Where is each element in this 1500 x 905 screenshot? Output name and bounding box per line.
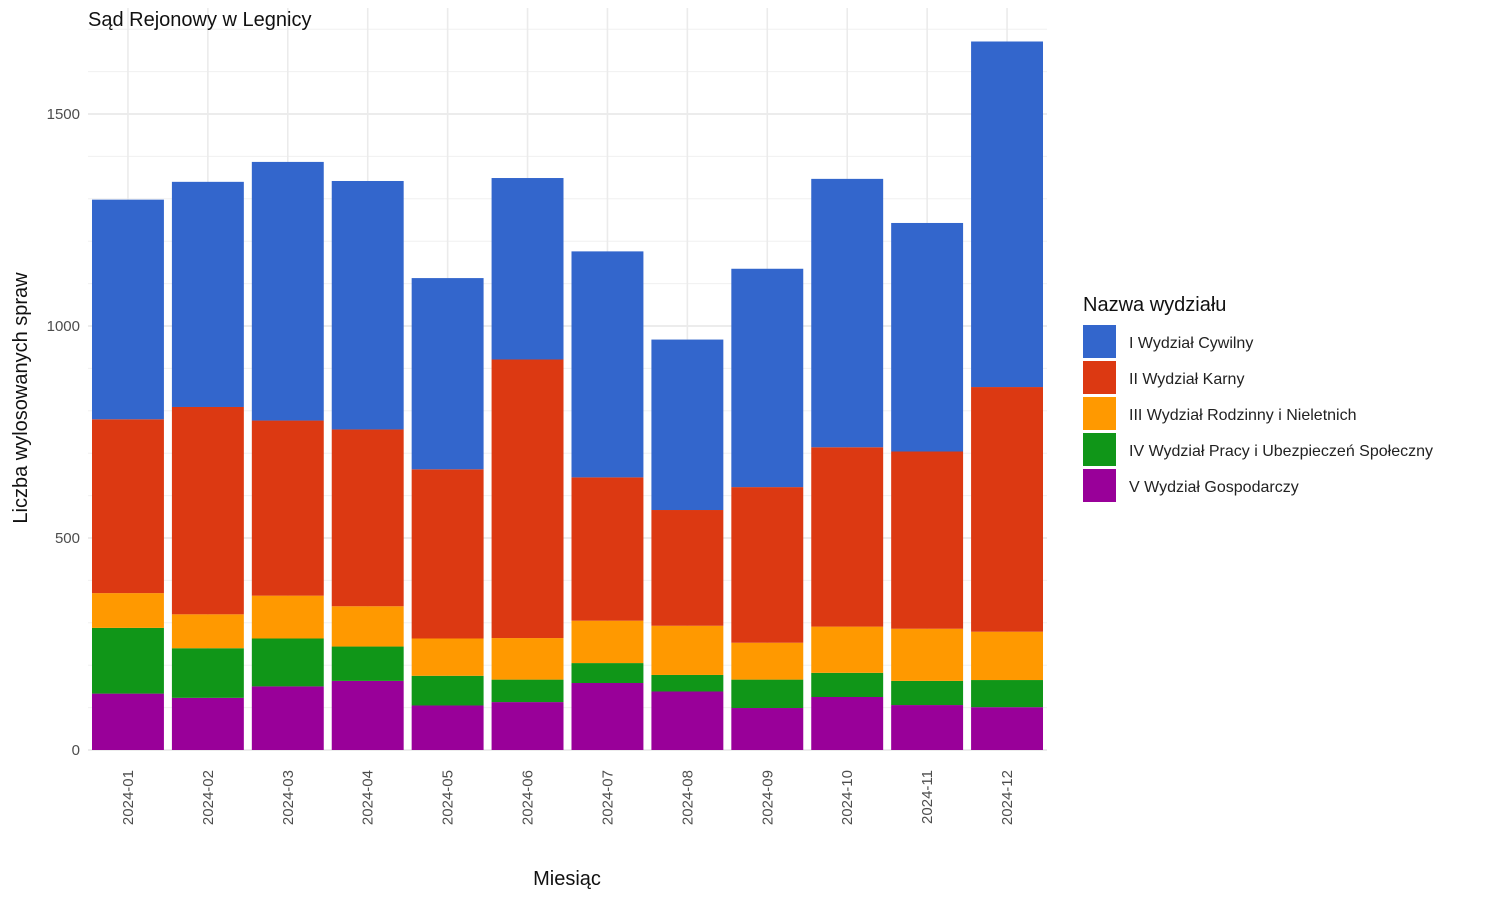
bar-segment (252, 686, 324, 750)
legend-title: Nazwa wydziału (1083, 294, 1226, 316)
bar-segment (92, 200, 164, 420)
legend-swatch (1083, 325, 1116, 358)
legend: Nazwa wydziału I Wydział Cywilny II Wydzi… (1083, 294, 1433, 502)
x-tick-label: 2024-03 (280, 770, 297, 825)
legend-swatch (1083, 361, 1116, 394)
bar-segment (332, 606, 404, 646)
bar-segment (172, 407, 244, 614)
bar-segment (492, 702, 564, 750)
bar-segment (811, 673, 883, 697)
bar-segment (172, 614, 244, 648)
y-tick-label: 1500 (47, 106, 80, 123)
bar-segment (172, 698, 244, 750)
bar-segment (971, 632, 1043, 680)
bar-segment (971, 680, 1043, 707)
bar-segment (412, 638, 484, 675)
bar-segment (252, 162, 324, 421)
y-axis-title: Liczba wylosowanych spraw (10, 272, 32, 524)
y-tick-label: 1000 (47, 318, 80, 335)
bar-segment (651, 675, 723, 692)
bar-segment (92, 694, 164, 750)
bar-segment (971, 387, 1043, 632)
bar-segment (92, 628, 164, 694)
bar-segment (651, 510, 723, 626)
x-tick-label: 2024-07 (599, 770, 616, 825)
legend-swatch (1083, 433, 1116, 466)
bar-segment (252, 596, 324, 639)
legend-swatch (1083, 469, 1116, 502)
bar-segment (891, 223, 963, 452)
bar-segment (571, 477, 643, 620)
x-tick-label: 2024-12 (999, 770, 1016, 825)
bar-segment (332, 647, 404, 681)
chart: 0 500 1000 1500 2024-01 2024-02 2024-03 2024-04… (0, 0, 1500, 900)
legend-entry: II Wydział Karny (1129, 371, 1244, 388)
x-tick-label: 2024-09 (759, 770, 776, 825)
y-tick-label: 0 (72, 742, 80, 759)
chart-title: Sąd Rejonowy w Legnicy (88, 9, 311, 31)
bar-segment (571, 683, 643, 750)
bars (92, 41, 1043, 750)
x-axis-title: Miesiąc (533, 868, 601, 890)
bar-segment (252, 638, 324, 686)
bar-segment (412, 705, 484, 750)
bar-segment (731, 643, 803, 680)
bar-segment (172, 182, 244, 407)
bar-segment (971, 41, 1043, 387)
bar-segment (651, 691, 723, 750)
bar-segment (651, 626, 723, 675)
bar-segment (92, 419, 164, 593)
x-tick-label: 2024-05 (440, 770, 457, 825)
bar-segment (891, 705, 963, 750)
bar-segment (492, 638, 564, 680)
bar-segment (492, 359, 564, 638)
x-tick-label: 2024-08 (679, 770, 696, 825)
bar-segment (811, 447, 883, 626)
bar-segment (332, 181, 404, 429)
bar-segment (731, 708, 803, 750)
bar-segment (971, 707, 1043, 750)
bar-segment (332, 429, 404, 606)
bar-segment (811, 627, 883, 673)
y-tick-label: 500 (55, 530, 80, 547)
bar-segment (492, 680, 564, 702)
bar-segment (891, 681, 963, 705)
x-tick-label: 2024-04 (360, 770, 377, 825)
bar-segment (891, 452, 963, 629)
bar-segment (811, 179, 883, 447)
bar-segment (811, 697, 883, 750)
x-tick-label: 2024-01 (120, 770, 137, 825)
legend-entry: I Wydział Cywilny (1129, 335, 1253, 352)
bar-segment (92, 593, 164, 628)
bar-segment (492, 178, 564, 359)
legend-entry: V Wydział Gospodarczy (1129, 479, 1299, 496)
legend-swatch (1083, 397, 1116, 430)
bar-segment (891, 629, 963, 681)
bar-segment (252, 421, 324, 596)
bar-segment (731, 487, 803, 643)
bar-segment (651, 340, 723, 510)
bar-segment (571, 621, 643, 663)
bar-segment (571, 251, 643, 477)
bar-segment (731, 680, 803, 708)
legend-entry: III Wydział Rodzinny i Nieletnich (1129, 407, 1357, 424)
bar-segment (412, 676, 484, 706)
legend-entry: IV Wydział Pracy i Ubezpieczeń Społeczny (1129, 443, 1433, 460)
x-tick-label: 2024-10 (839, 770, 856, 825)
bar-segment (332, 681, 404, 750)
bar-segment (731, 269, 803, 487)
bar-segment (172, 648, 244, 698)
x-tick-label: 2024-02 (200, 770, 217, 825)
bar-segment (412, 278, 484, 469)
x-tick-label: 2024-06 (520, 770, 537, 825)
x-tick-label: 2024-11 (919, 770, 936, 824)
bar-segment (571, 663, 643, 683)
stacked-bar-chart: 0 500 1000 1500 2024-01 2024-02 2024-03 2024-04… (0, 0, 1500, 900)
bar-segment (412, 469, 484, 638)
